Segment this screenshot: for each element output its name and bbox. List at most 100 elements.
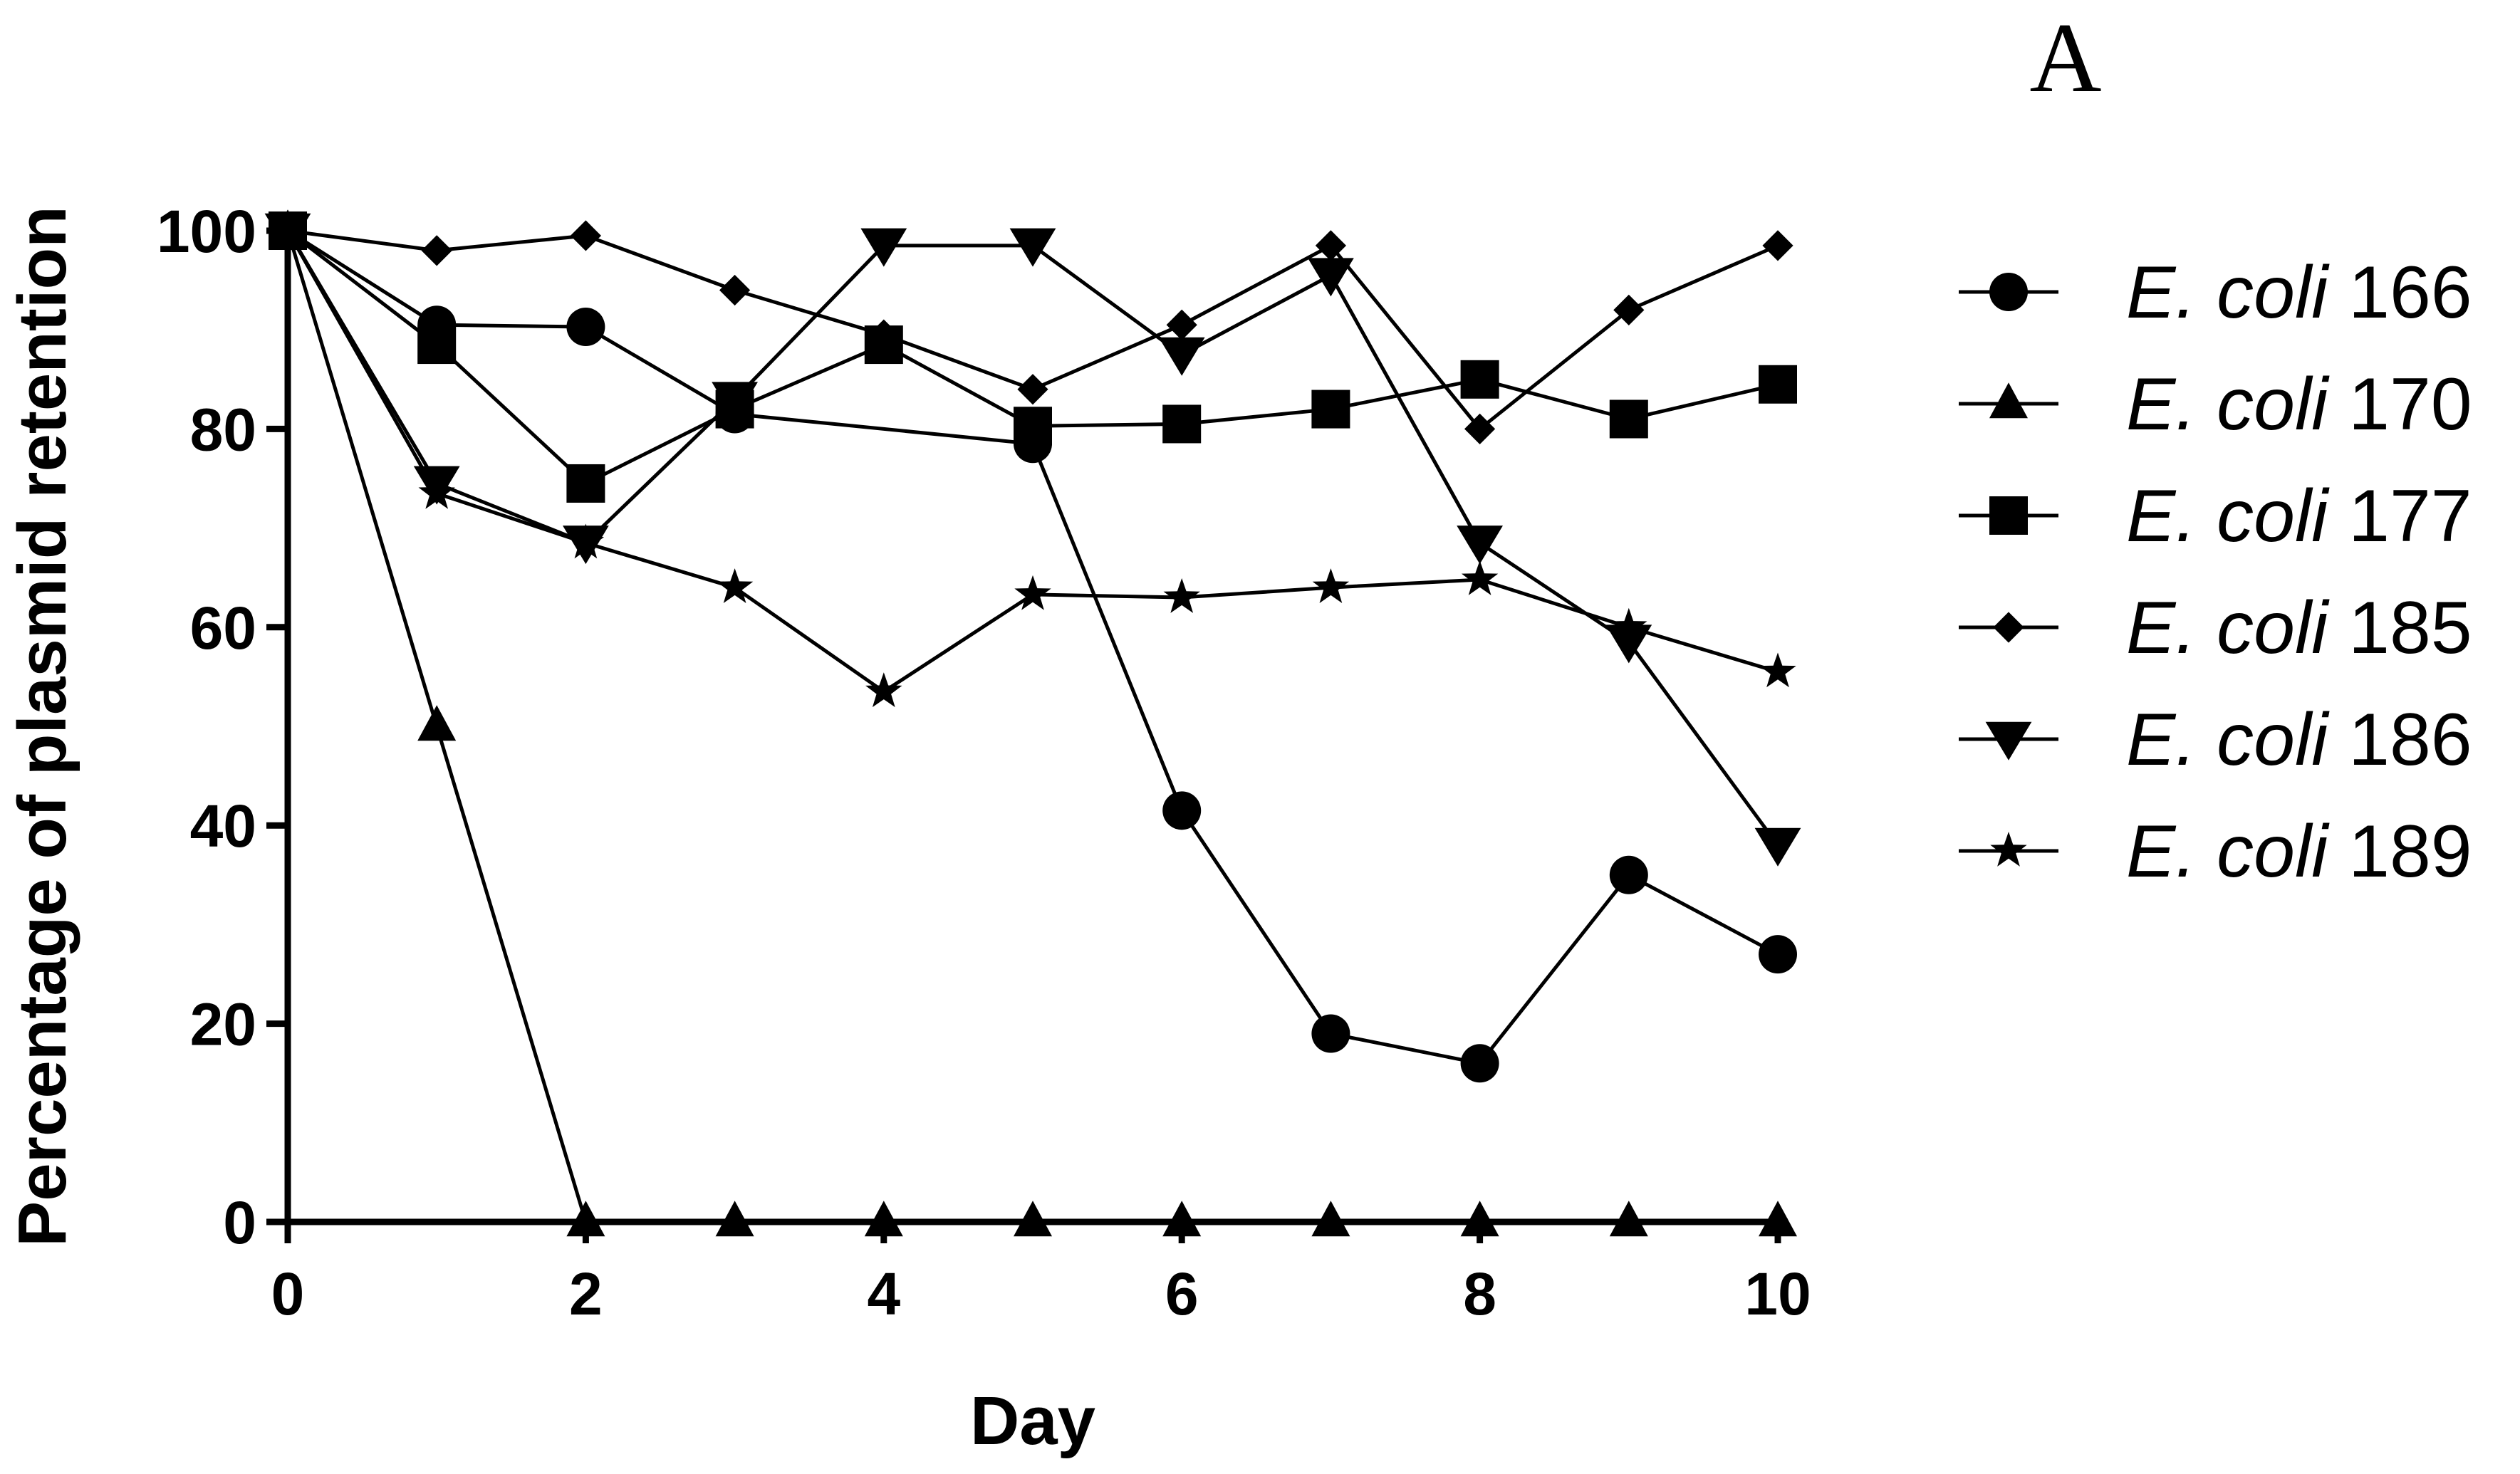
data-point-177 — [1609, 399, 1648, 439]
series-line-166 — [286, 229, 1779, 1066]
x-axis-title: Day — [970, 1383, 1095, 1459]
y-tick-label: 20 — [190, 991, 256, 1058]
legend-marker-186 — [1985, 721, 2032, 760]
legend-strain-number: 166 — [2328, 251, 2472, 334]
data-point-189 — [1759, 652, 1796, 688]
legend-marker-166 — [1989, 273, 2028, 311]
data-point-170 — [1609, 1201, 1648, 1237]
data-point-170 — [566, 1201, 605, 1237]
x-tick-label: 8 — [1463, 1260, 1496, 1327]
data-point-186 — [1754, 827, 1801, 867]
data-point-177 — [417, 325, 457, 365]
legend-marker-170 — [1989, 382, 2028, 419]
data-point-170 — [715, 1201, 754, 1237]
y-tick-label: 40 — [190, 793, 256, 859]
data-point-189 — [1610, 607, 1647, 643]
legend-species: E. coli — [2126, 251, 2330, 334]
series-layer — [264, 209, 1801, 1237]
x-tick-label: 4 — [867, 1260, 900, 1327]
legend-item-186: E. coli 186 — [1959, 699, 2472, 781]
legend-strain-number: 189 — [2328, 810, 2472, 893]
y-tick-label: 60 — [190, 595, 256, 662]
data-point-166 — [1162, 791, 1202, 830]
data-point-185 — [1315, 230, 1346, 261]
data-point-189 — [567, 523, 605, 559]
x-tick-label: 6 — [1165, 1260, 1199, 1327]
data-point-177 — [1460, 360, 1499, 399]
data-point-170 — [1162, 1201, 1202, 1237]
data-point-170 — [1014, 1201, 1052, 1237]
series-170 — [269, 209, 1797, 1237]
legend-marker-177 — [1989, 496, 2028, 535]
data-point-170 — [1759, 1201, 1797, 1237]
data-point-186 — [860, 228, 907, 267]
y-axis-title: Percentage of plasmid retention — [4, 206, 80, 1247]
x-tick-label: 10 — [1744, 1260, 1811, 1327]
legend-strain-number: 177 — [2328, 475, 2472, 558]
x-tick-label: 0 — [271, 1260, 305, 1327]
y-tick-label: 100 — [157, 198, 256, 265]
data-point-189 — [1312, 568, 1350, 603]
data-point-189 — [1461, 560, 1499, 595]
data-point-186 — [1158, 337, 1205, 376]
legend-label: E. coli 185 — [2126, 587, 2472, 669]
legend-label: E. coli 186 — [2126, 699, 2472, 781]
data-point-189 — [1014, 575, 1051, 610]
legend-label: E. coli 189 — [2126, 810, 2472, 893]
data-point-177 — [566, 464, 605, 503]
y-tick-label: 80 — [190, 396, 256, 463]
data-point-189 — [865, 672, 902, 708]
data-point-166 — [1609, 855, 1648, 894]
data-point-185 — [719, 274, 751, 306]
data-point-186 — [1009, 228, 1056, 267]
x-axis-ticks: 0 2 4 6 8 10 — [271, 1222, 1811, 1327]
data-point-185 — [1464, 413, 1496, 444]
data-point-189 — [418, 474, 455, 509]
data-point-177 — [1162, 404, 1202, 444]
legend-species: E. coli — [2126, 475, 2330, 558]
data-point-166 — [1460, 1044, 1499, 1083]
data-point-170 — [864, 1201, 903, 1237]
legend-item-177: E. coli 177 — [1959, 475, 2472, 558]
legend-species: E. coli — [2126, 363, 2330, 446]
legend-label: E. coli 170 — [2126, 363, 2472, 446]
data-point-177 — [1311, 390, 1350, 429]
data-point-186 — [712, 382, 758, 421]
data-point-166 — [1759, 935, 1797, 974]
data-point-185 — [1613, 294, 1645, 325]
data-point-186 — [1605, 624, 1652, 664]
legend-label: E. coli 166 — [2126, 251, 2472, 334]
data-point-189 — [1163, 578, 1200, 613]
series-186 — [264, 213, 1801, 867]
legend-species: E. coli — [2126, 810, 2330, 893]
legend-item-170: E. coli 170 — [1959, 363, 2472, 446]
data-point-185 — [1762, 230, 1793, 261]
series-line-186 — [286, 229, 1780, 847]
data-point-185 — [868, 319, 900, 350]
data-point-185 — [421, 235, 452, 266]
data-point-170 — [1460, 1201, 1499, 1237]
legend-item-185: E. coli 185 — [1959, 587, 2472, 669]
data-point-189 — [716, 568, 754, 603]
legend-marker-189 — [1990, 832, 2027, 867]
panel-label: A — [2029, 3, 2101, 113]
data-point-170 — [1311, 1201, 1350, 1237]
legend-label: E. coli 177 — [2126, 475, 2472, 558]
series-166 — [269, 211, 1797, 1083]
legend-strain-number: 186 — [2328, 699, 2472, 781]
y-tick-label: 0 — [223, 1189, 256, 1256]
y-axis-ticks: 0 20 40 60 80 100 — [157, 198, 288, 1256]
legend-strain-number: 170 — [2328, 363, 2472, 446]
data-point-166 — [1311, 1014, 1350, 1053]
legend-item-189: E. coli 189 — [1959, 810, 2472, 893]
data-point-177 — [1014, 407, 1052, 446]
legend-species: E. coli — [2126, 699, 2330, 781]
data-point-170 — [417, 705, 457, 741]
x-tick-label: 2 — [569, 1260, 603, 1327]
data-point-185 — [1017, 374, 1048, 405]
data-point-166 — [566, 308, 605, 347]
data-point-177 — [1759, 365, 1797, 404]
legend-strain-number: 185 — [2328, 587, 2472, 669]
